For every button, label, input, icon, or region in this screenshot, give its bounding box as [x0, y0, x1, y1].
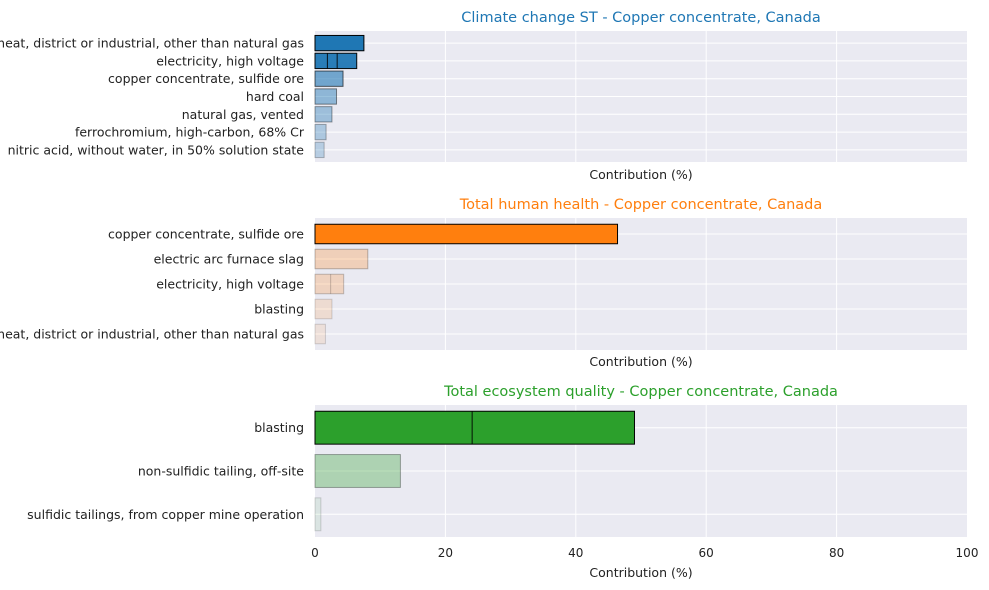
- bar: [314, 298, 333, 320]
- bar: [314, 273, 345, 295]
- bar: [314, 52, 358, 70]
- category-label: hard coal: [246, 89, 304, 104]
- x-tick-label: 100: [956, 546, 979, 560]
- category-label: copper concentrate, sulfide ore: [108, 227, 304, 242]
- chart-title: Total ecosystem quality - Copper concent…: [443, 384, 838, 400]
- category-label: electricity, high voltage: [156, 53, 304, 68]
- x-axis-label: Contribution (%): [589, 167, 692, 182]
- bar: [314, 223, 619, 245]
- category-label: nitric acid, without water, in 50% solut…: [8, 142, 305, 157]
- category-label: ferrochromium, high-carbon, 68% Cr: [75, 125, 305, 140]
- bar: [314, 454, 401, 488]
- bar: [314, 497, 322, 532]
- category-label: copper concentrate, sulfide ore: [108, 71, 304, 86]
- x-tick-label: 80: [829, 546, 844, 560]
- category-label: sulfidic tailings, from copper mine oper…: [27, 507, 304, 522]
- x-tick-label: 0: [311, 546, 319, 560]
- chart-panel-2: copper concentrate, sulfide ore electric …: [0, 197, 967, 369]
- bar: [314, 70, 344, 87]
- x-axis-label: Contribution (%): [589, 565, 692, 580]
- x-tick-label: 20: [438, 546, 453, 560]
- category-label: blasting: [254, 302, 304, 317]
- chart-title: Total human health - Copper concentrate,…: [459, 197, 823, 213]
- bar: [314, 88, 338, 105]
- x-tick-label: 60: [699, 546, 714, 560]
- bar: [314, 34, 365, 52]
- x-axis-label: Contribution (%): [589, 354, 692, 369]
- bar: [314, 123, 327, 141]
- category-label: heat, district or industrial, other than…: [0, 327, 304, 342]
- category-label: electricity, high voltage: [156, 277, 304, 292]
- bar: [314, 141, 325, 159]
- bar: [314, 106, 333, 123]
- category-label: non-sulfidic tailing, off-site: [138, 464, 304, 479]
- x-tick-label: 40: [568, 546, 583, 560]
- category-label: natural gas, vented: [182, 107, 304, 122]
- chart-panel-1: heat, district or industrial, other than…: [0, 10, 967, 182]
- bar: [314, 323, 326, 345]
- chart-title: Climate change ST - Copper concentrate, …: [461, 10, 820, 26]
- chart-panel-3: blasting non-sulfidic tailing, off-site su…: [27, 384, 978, 580]
- category-label: electric arc furnace slag: [154, 252, 304, 267]
- category-label: blasting: [254, 420, 304, 435]
- category-label: heat, district or industrial, other than…: [0, 36, 304, 51]
- bar: [314, 248, 369, 270]
- bar: [314, 410, 635, 445]
